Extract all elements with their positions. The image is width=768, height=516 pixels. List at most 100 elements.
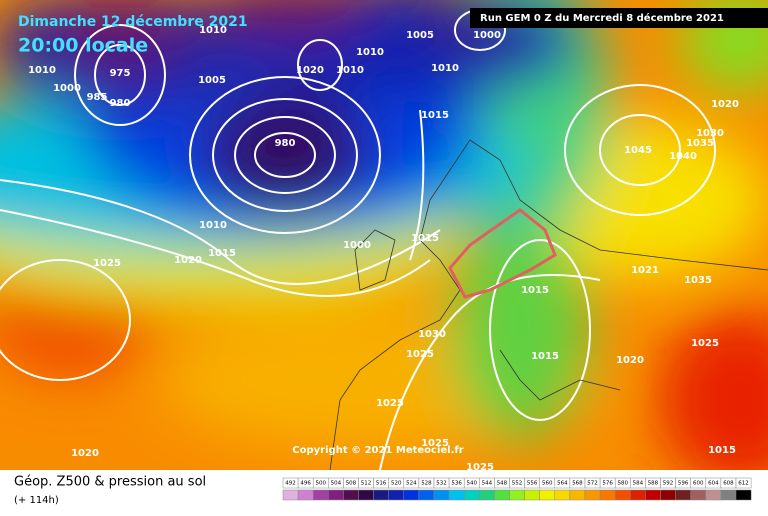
scale-swatch <box>373 489 389 501</box>
isobar-label: 1000 <box>53 83 81 94</box>
scale-swatch <box>282 489 299 501</box>
isobar-label: 1025 <box>406 349 434 360</box>
scale-swatch <box>584 489 601 501</box>
isobar-label: 1025 <box>421 438 449 449</box>
isobar-label: 1010 <box>431 63 459 74</box>
scale-swatch <box>599 489 616 501</box>
scale-label: 560 <box>542 481 553 487</box>
date-label: Dimanche 12 décembre 2021 <box>18 14 248 30</box>
isobar-label: 1030 <box>418 329 446 340</box>
scale-label: 608 <box>723 481 734 487</box>
scale-label: 520 <box>391 481 402 487</box>
scale-label: 528 <box>421 481 432 487</box>
scale-swatch <box>403 489 420 501</box>
scale-label: 516 <box>376 481 387 487</box>
scale-swatch <box>328 489 344 501</box>
scale-swatch <box>705 489 722 501</box>
highlight-outline <box>448 208 557 299</box>
isobar-label: 1025 <box>466 462 494 473</box>
scale-label: 592 <box>663 481 674 487</box>
scale-swatch <box>735 489 752 501</box>
scale-label: 532 <box>436 481 447 487</box>
isobars <box>0 9 716 470</box>
scale-label-box <box>735 477 752 489</box>
scale-label: 600 <box>693 481 704 487</box>
isobar-label: 1025 <box>691 338 719 349</box>
scale-label: 496 <box>300 481 311 487</box>
scale-label: 612 <box>738 481 749 487</box>
isobar-label: 1025 <box>93 258 121 269</box>
scale-label: 568 <box>572 481 583 487</box>
time-label: 20:00 locale <box>18 35 148 57</box>
scale-label: 500 <box>316 481 327 487</box>
isobar-label: 1020 <box>296 65 324 76</box>
scale-swatch <box>660 489 676 501</box>
isobar-labels: 1010 975100098598010101005102010101010100… <box>28 25 739 473</box>
isobar-label: 980 <box>110 98 131 109</box>
isobar-label: 1025 <box>376 398 404 409</box>
color-scale: 492 496 500 504 508 512 516 520 524 528 532 536 540 5… <box>282 477 752 501</box>
scale-swatch <box>463 489 480 501</box>
isobar-label: 1010 <box>336 65 364 76</box>
scale-swatch <box>479 489 495 501</box>
isobar-label: 1000 <box>343 240 371 251</box>
isobar-label: 1015 <box>421 110 449 121</box>
scale-swatch <box>554 489 571 501</box>
scale-swatch <box>614 489 631 501</box>
scale-label: 572 <box>587 481 598 487</box>
isobar-label: 1015 <box>411 233 439 244</box>
run-label: Run GEM 0 Z du Mercredi 8 décembre 2021 <box>480 12 724 24</box>
scale-label: 512 <box>361 481 372 487</box>
isobar-label: 1020 <box>71 448 99 459</box>
scale-label: 540 <box>467 481 478 487</box>
scale-swatch <box>630 489 646 501</box>
scale-swatch <box>720 489 737 501</box>
isobar-label: 1005 <box>198 75 226 86</box>
run-box <box>470 8 768 28</box>
isobar-label: 975 <box>110 68 131 79</box>
scale-label: 492 <box>285 481 296 487</box>
scale-label: 588 <box>648 481 659 487</box>
scale-swatch <box>494 489 510 501</box>
scale-label: 596 <box>678 481 689 487</box>
isobar-label: 1035 <box>684 275 712 286</box>
isobar-label: 1010 <box>356 47 384 58</box>
scale-label: 564 <box>557 481 568 487</box>
scale-swatch <box>343 489 359 501</box>
scale-label: 548 <box>497 481 508 487</box>
isobar-label: 1020 <box>174 255 202 266</box>
scale-swatch <box>539 489 556 501</box>
isobar-label: 1010 <box>28 65 56 76</box>
scale-swatch <box>433 489 450 501</box>
isobar-label: 1015 <box>531 351 559 362</box>
scale-swatch <box>448 489 465 501</box>
isobar-label: 1020 <box>711 99 739 110</box>
isobar-label: 1015 <box>521 285 549 296</box>
scale-swatch <box>388 489 405 501</box>
isobar-label: 1020 <box>616 355 644 366</box>
isobar-label: 1030 <box>696 128 724 139</box>
scale-swatch <box>358 489 374 501</box>
scale-swatch <box>524 489 540 501</box>
scale-label: 552 <box>512 481 523 487</box>
scale-label: 576 <box>602 481 613 487</box>
scale-swatch <box>645 489 661 501</box>
isobar-label: 1045 <box>624 145 652 156</box>
copyright: Copyright © 2021 Meteociel.fr <box>292 445 463 456</box>
scale-label: 584 <box>633 481 644 487</box>
isobar-label: 1015 <box>208 248 236 259</box>
isobar-label: 1015 <box>708 445 736 456</box>
isobar-label: 1010 <box>199 25 227 36</box>
scale-label: 524 <box>406 481 417 487</box>
footer-title: Géop. Z500 & pression au sol <box>14 475 206 490</box>
lead-time: (+ 114h) <box>14 495 59 506</box>
scale-swatch <box>569 489 586 501</box>
isobar-label: 1021 <box>631 265 659 276</box>
scale-label: 556 <box>527 481 538 487</box>
isobar-label: 1005 <box>406 30 434 41</box>
coastlines <box>329 139 768 470</box>
isobar-label: 980 <box>275 138 296 149</box>
scale-label: 580 <box>618 481 629 487</box>
scale-swatch <box>312 489 329 501</box>
